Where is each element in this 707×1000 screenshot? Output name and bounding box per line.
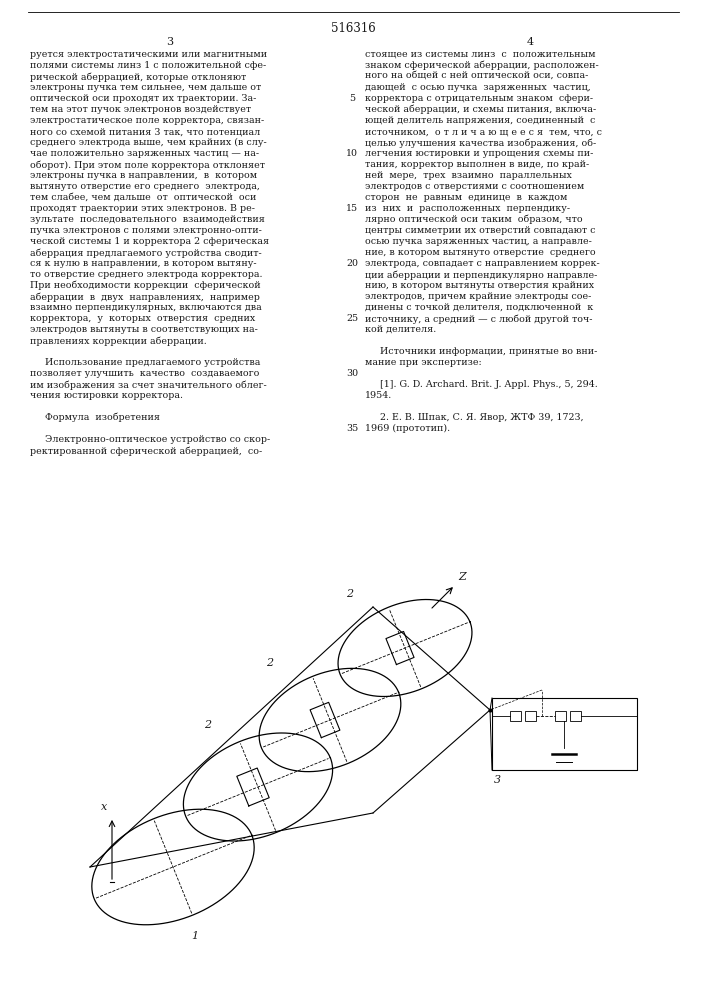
Text: стоящее из системы линз  с  положительным: стоящее из системы линз с положительным (365, 50, 595, 59)
Text: рической аберрацией, которые отклоняют: рической аберрацией, которые отклоняют (30, 72, 246, 82)
Text: 25: 25 (346, 314, 358, 323)
Text: сторон  не  равным  единице  в  каждом: сторон не равным единице в каждом (365, 193, 568, 202)
Text: правлениях коррекции аберрации.: правлениях коррекции аберрации. (30, 336, 206, 346)
Text: электродов с отверстиями с соотношением: электродов с отверстиями с соотношением (365, 182, 584, 191)
Text: пучка электронов с полями электронно-опти-: пучка электронов с полями электронно-опт… (30, 226, 262, 235)
Text: целью улучшения качества изображения, об-: целью улучшения качества изображения, об… (365, 138, 596, 147)
Text: Формула  изобретения: Формула изобретения (30, 413, 160, 422)
Text: оптической оси проходят их траектории. За-: оптической оси проходят их траектории. З… (30, 94, 257, 103)
Text: аберрация предлагаемого устройства сводит-: аберрация предлагаемого устройства своди… (30, 248, 262, 257)
Text: нию, в котором вытянуты отверстия крайних: нию, в котором вытянуты отверстия крайни… (365, 281, 594, 290)
Text: ческой системы 1 и корректора 2 сферическая: ческой системы 1 и корректора 2 сферичес… (30, 237, 269, 246)
Text: ние, в котором вытянуто отверстие  среднего: ние, в котором вытянуто отверстие средне… (365, 248, 595, 257)
Text: тем на этот пучок электронов воздействует: тем на этот пучок электронов воздействуе… (30, 105, 251, 114)
Text: 2: 2 (267, 658, 274, 668)
Text: ректированной сферической аберрацией,  со-: ректированной сферической аберрацией, со… (30, 446, 262, 456)
Text: то отверстие среднего электрода корректора.: то отверстие среднего электрода корректо… (30, 270, 262, 279)
Text: 10: 10 (346, 149, 358, 158)
Text: зультате  последовательного  взаимодействия: зультате последовательного взаимодействи… (30, 215, 265, 224)
Text: осью пучка заряженных частиц, а направле-: осью пучка заряженных частиц, а направле… (365, 237, 592, 246)
Text: оборот). При этом поле корректора отклоняет: оборот). При этом поле корректора отклон… (30, 160, 265, 169)
Text: Источники информации, принятые во вни-: Источники информации, принятые во вни- (365, 347, 597, 356)
Text: проходят траектории этих электронов. В ре-: проходят траектории этих электронов. В р… (30, 204, 255, 213)
Bar (510, 711, 521, 721)
Text: корректора,  у  которых  отверстия  средних: корректора, у которых отверстия средних (30, 314, 255, 323)
Text: 20: 20 (346, 259, 358, 268)
Text: позволяет улучшить  качество  создаваемого: позволяет улучшить качество создаваемого (30, 369, 259, 378)
Text: 516316: 516316 (331, 22, 375, 35)
Text: 35: 35 (346, 424, 358, 433)
Text: чения юстировки корректора.: чения юстировки корректора. (30, 391, 183, 400)
Text: электрода, совпадает с направлением коррек-: электрода, совпадает с направлением корр… (365, 259, 600, 268)
Text: мание при экспертизе:: мание при экспертизе: (365, 358, 481, 367)
Text: легчения юстировки и упрощения схемы пи-: легчения юстировки и упрощения схемы пи- (365, 149, 593, 158)
Text: ного со схемой питания 3 так, что потенциал: ного со схемой питания 3 так, что потенц… (30, 127, 260, 136)
Text: электроны пучка в направлении,  в  котором: электроны пучка в направлении, в котором (30, 171, 257, 180)
Text: электродов вытянуты в соответствующих на-: электродов вытянуты в соответствующих на… (30, 325, 258, 334)
Text: 3: 3 (166, 37, 173, 47)
Text: 4: 4 (527, 37, 534, 47)
Text: чае положительно заряженных частиц — на-: чае положительно заряженных частиц — на- (30, 149, 259, 158)
Text: среднего электрода выше, чем крайних (в слу-: среднего электрода выше, чем крайних (в … (30, 138, 267, 147)
Text: ней  мере,  трех  взаимно  параллельных: ней мере, трех взаимно параллельных (365, 171, 572, 180)
Text: взаимно перпендикулярных, включаются два: взаимно перпендикулярных, включаются два (30, 303, 262, 312)
Text: руется электростатическими или магнитными: руется электростатическими или магнитным… (30, 50, 267, 59)
Text: лярно оптической оси таким  образом, что: лярно оптической оси таким образом, что (365, 215, 583, 225)
Text: электростатическое поле корректора, связан-: электростатическое поле корректора, связ… (30, 116, 264, 125)
Text: из  них  и  расположенных  перпендику-: из них и расположенных перпендику- (365, 204, 570, 213)
Text: ции аберрации и перпендикулярно направле-: ции аберрации и перпендикулярно направле… (365, 270, 597, 279)
Bar (492, 698, 637, 770)
Text: ющей делитель напряжения, соединенный  с: ющей делитель напряжения, соединенный с (365, 116, 595, 125)
Text: 1969 (прототип).: 1969 (прототип). (365, 424, 450, 433)
Bar (525, 711, 536, 721)
Text: 3: 3 (494, 775, 501, 785)
Bar (570, 711, 581, 721)
Text: источником,  о т л и ч а ю щ е е с я  тем, что, с: источником, о т л и ч а ю щ е е с я тем,… (365, 127, 602, 136)
Text: 2. Е. В. Шпак, С. Я. Явор, ЖТФ 39, 1723,: 2. Е. В. Шпак, С. Я. Явор, ЖТФ 39, 1723, (365, 413, 583, 422)
Text: x: x (101, 802, 107, 812)
Text: 15: 15 (346, 204, 358, 213)
Text: Электронно-оптическое устройство со скор-: Электронно-оптическое устройство со скор… (30, 435, 270, 444)
Text: полями системы линз 1 с положительной сфе-: полями системы линз 1 с положительной сф… (30, 61, 267, 70)
Text: тания, корректор выполнен в виде, по край-: тания, корректор выполнен в виде, по кра… (365, 160, 589, 169)
Text: центры симметрии их отверстий совпадают с: центры симметрии их отверстий совпадают … (365, 226, 595, 235)
Text: Использование предлагаемого устройства: Использование предлагаемого устройства (30, 358, 260, 367)
Text: кой делителя.: кой делителя. (365, 325, 436, 334)
Text: Z: Z (458, 572, 466, 582)
Text: электродов, причем крайние электроды сое-: электродов, причем крайние электроды сое… (365, 292, 591, 301)
Text: 2: 2 (346, 589, 354, 599)
Text: тем слабее, чем дальше  от  оптической  оси: тем слабее, чем дальше от оптической оси (30, 193, 257, 202)
Text: [1]. G. D. Archard. Brit. J. Appl. Phys., 5, 294.: [1]. G. D. Archard. Brit. J. Appl. Phys.… (365, 380, 597, 389)
Text: вытянуто отверстие его среднего  электрода,: вытянуто отверстие его среднего электрод… (30, 182, 260, 191)
Text: При необходимости коррекции  сферической: При необходимости коррекции сферической (30, 281, 261, 290)
Text: ческой аберрации, и схемы питания, включа-: ческой аберрации, и схемы питания, включ… (365, 105, 596, 114)
Text: электроны пучка тем сильнее, чем дальше от: электроны пучка тем сильнее, чем дальше … (30, 83, 262, 92)
Text: дающей  с осью пучка  заряженных  частиц,: дающей с осью пучка заряженных частиц, (365, 83, 591, 92)
Text: 5: 5 (349, 94, 355, 103)
Text: аберрации  в  двух  направлениях,  например: аберрации в двух направлениях, например (30, 292, 260, 302)
Text: 1954.: 1954. (365, 391, 392, 400)
Text: 2: 2 (204, 720, 211, 730)
Text: корректора с отрицательным знаком  сфери-: корректора с отрицательным знаком сфери- (365, 94, 593, 103)
Text: знаком сферической аберрации, расположен-: знаком сферической аберрации, расположен… (365, 61, 599, 70)
Text: 1: 1 (192, 931, 199, 941)
Text: источнику, а средний — с любой другой точ-: источнику, а средний — с любой другой то… (365, 314, 592, 324)
Text: им изображения за счет значительного облег-: им изображения за счет значительного обл… (30, 380, 267, 389)
Text: ся к нулю в направлении, в котором вытяну-: ся к нулю в направлении, в котором вытян… (30, 259, 257, 268)
Bar (555, 711, 566, 721)
Text: ного на общей с ней оптической оси, совпа-: ного на общей с ней оптической оси, совп… (365, 72, 588, 81)
Text: 30: 30 (346, 369, 358, 378)
Text: динены с точкой делителя, подключенной  к: динены с точкой делителя, подключенной к (365, 303, 593, 312)
